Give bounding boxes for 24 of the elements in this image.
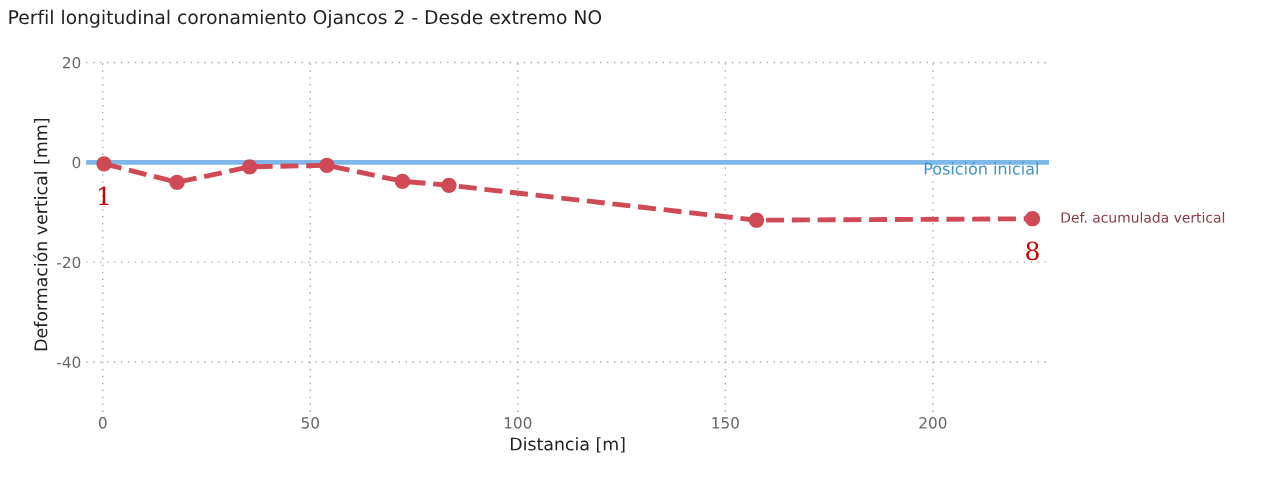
chart-title: Perfil longitudinal coronamiento Ojancos 2 - Desde extremo NO bbox=[9, 9, 602, 28]
point bbox=[1024, 211, 1041, 227]
point bbox=[169, 174, 185, 190]
x-tick-label: 0 bbox=[98, 417, 107, 429]
x-tick-label: 50 bbox=[301, 417, 319, 429]
point bbox=[242, 159, 258, 175]
annotation: 8 bbox=[1026, 241, 1039, 261]
x-axis-title: Distancia [m] bbox=[510, 437, 625, 453]
point bbox=[96, 156, 112, 172]
x-tick-label: 200 bbox=[919, 417, 947, 429]
point bbox=[319, 157, 335, 173]
point bbox=[394, 173, 411, 189]
y-tick-label: 20 bbox=[62, 56, 81, 69]
series-label: Def. acumulada vertical bbox=[1061, 212, 1225, 223]
point bbox=[441, 177, 457, 193]
y-tick-label: 0 bbox=[72, 156, 81, 169]
x-tick-label: 100 bbox=[504, 417, 532, 429]
y-tick-label: -20 bbox=[57, 256, 81, 269]
ref-line-label: Posición inicial bbox=[924, 161, 1038, 175]
point bbox=[748, 212, 765, 228]
annotation: 1 bbox=[99, 186, 109, 206]
y-tick-label: -40 bbox=[57, 356, 81, 369]
y-axis-title: Deformación vertical [mm] bbox=[33, 119, 50, 351]
x-tick-label: 150 bbox=[712, 417, 739, 429]
